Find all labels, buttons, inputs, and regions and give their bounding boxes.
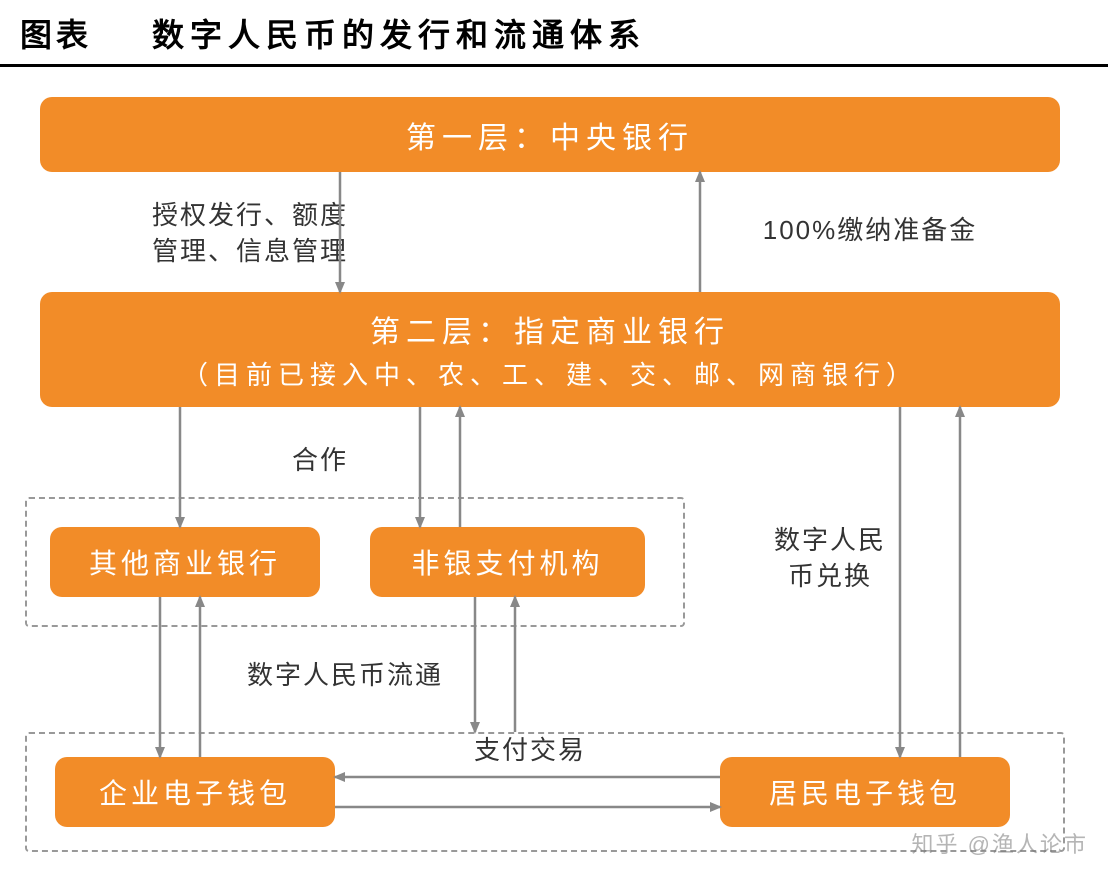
edge-label-cooperation: 合作 <box>280 442 360 478</box>
edge-label-exchange: 数字人民币兑换 <box>760 522 900 595</box>
node-label: 第二层：指定商业银行 <box>370 307 730 351</box>
edge-label-payment: 支付交易 <box>460 732 600 768</box>
node-resident-wallet: 居民电子钱包 <box>720 757 1010 827</box>
watermark: 知乎 @渔人论市 <box>912 827 1088 859</box>
node-label: 企业电子钱包 <box>99 772 291 812</box>
chart-header: 图表 数字人民币的发行和流通体系 <box>0 0 1108 67</box>
header-title: 数字人民币的发行和流通体系 <box>152 10 646 56</box>
edge-label-reserve: 100%缴纳准备金 <box>740 212 1000 248</box>
node-commercial-banks: 第二层：指定商业银行 （目前已接入中、农、工、建、交、邮、网商银行） <box>40 292 1060 407</box>
node-label: 第一层：中央银行 <box>406 113 694 157</box>
node-sublabel: （目前已接入中、农、工、建、交、邮、网商银行） <box>182 355 918 392</box>
header-label: 图表 <box>20 10 92 56</box>
diagram-canvas: 第一层：中央银行 第二层：指定商业银行 （目前已接入中、农、工、建、交、邮、网商… <box>0 67 1108 869</box>
node-nonbank-payment: 非银支付机构 <box>370 527 645 597</box>
edge-label-circulation: 数字人民币流通 <box>225 657 465 693</box>
node-label: 居民电子钱包 <box>769 772 961 812</box>
node-central-bank: 第一层：中央银行 <box>40 97 1060 172</box>
node-corporate-wallet: 企业电子钱包 <box>55 757 335 827</box>
node-label: 其他商业银行 <box>89 542 281 582</box>
node-other-banks: 其他商业银行 <box>50 527 320 597</box>
node-label: 非银支付机构 <box>411 542 603 582</box>
edge-label-authorization: 授权发行、额度管理、信息管理 <box>120 197 380 270</box>
